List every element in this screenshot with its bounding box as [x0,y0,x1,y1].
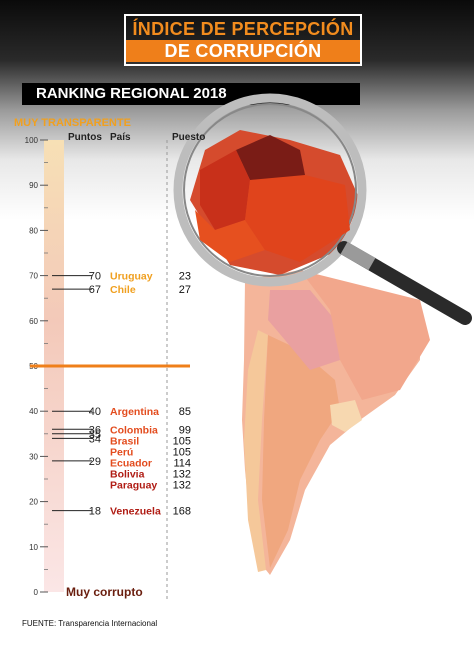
map-venezuela-zoom [236,135,305,190]
points-label: 35 [89,429,101,441]
magnifier-lens [173,93,367,287]
y-tick-label: 90 [29,181,38,190]
rank-label: 132 [173,479,191,491]
y-tick-label: 30 [29,452,38,461]
points-label: 36 [89,424,101,436]
country-label: Ecuador [110,457,152,469]
country-label: Paraguay [110,479,157,491]
rank-label: 114 [173,457,191,469]
rank-label: 23 [179,271,191,283]
map-chile [244,330,268,572]
title-line-1: ÍNDICE DE PERCEPCIÓN [132,19,354,39]
map-ecuador-peru-zoom [195,210,265,262]
scale-bottom-label: Muy corrupto [66,585,143,599]
y-tick-label: 80 [29,226,38,235]
entry-row: Perú 105 [110,446,191,458]
column-points: Puntos [68,132,102,143]
country-label: Brasil [110,435,139,447]
entry-row: 18 Venezuela 168 [52,506,191,518]
points-label: 29 [89,456,101,468]
column-rank: Puesto [172,132,206,143]
country-label: Perú [110,446,133,458]
y-tick-label: 70 [29,272,38,281]
entry-row: Paraguay 132 [110,479,191,491]
entries: 70 Uruguay 23 67 Chile 27 40 Argentina 85 36 Colom… [52,271,191,518]
points-label: 67 [89,284,101,296]
source-note: FUENTE: Transparencia Internacional [22,619,158,628]
entry-row: 36 Colombia 99 [52,424,191,436]
rank-label: 85 [179,406,191,418]
y-tick-label: 10 [29,543,38,552]
rank-label: 132 [173,468,191,480]
country-label: Uruguay [110,271,153,283]
y-tick-label: 40 [29,407,38,416]
points-label: 18 [89,506,101,518]
map-colombia-zoom [200,150,250,230]
entry-row: 67 Chile 27 [52,284,191,296]
country-label: Argentina [110,406,159,418]
y-tick-label: 100 [25,136,39,145]
rank-label: 99 [179,424,191,436]
map-bolivia-paraguay [268,290,340,370]
points-label: 70 [89,271,101,283]
title-box: ÍNDICE DE PERCEPCIÓN DE CORRUPCIÓN [124,14,362,66]
entry-row: 34 Ecuador 114 [52,433,191,469]
y-axis: 0102030405060708090100 [25,136,48,597]
map-uruguay [330,400,362,432]
y-tick-label: 0 [34,588,39,597]
entry-row: 29 Bolivia 132 [52,456,191,480]
scale-top-label: MUY TRANSPARENTE [14,117,131,129]
rank-label: 168 [173,506,191,518]
map-brasil-south [300,270,430,400]
entry-row: 35 Brasil 105 [52,429,191,447]
points-label: 34 [89,433,101,445]
column-country: País [110,132,131,143]
rank-label: 105 [173,446,191,458]
y-tick-label: 60 [29,317,38,326]
entry-row: 70 Uruguay 23 [52,271,191,283]
country-label: Colombia [110,424,158,436]
rank-label: 105 [173,435,191,447]
map-brasil-zoom [245,175,350,262]
country-label: Venezuela [110,506,161,518]
map-argentina [262,335,340,568]
country-label: Bolivia [110,468,145,480]
rank-label: 27 [179,284,191,296]
country-label: Chile [110,284,136,296]
title-line-2: DE CORRUPCIÓN [126,40,360,62]
y-tick-label: 20 [29,498,38,507]
points-label: 40 [89,406,101,418]
entry-row: 40 Argentina 85 [52,406,191,418]
